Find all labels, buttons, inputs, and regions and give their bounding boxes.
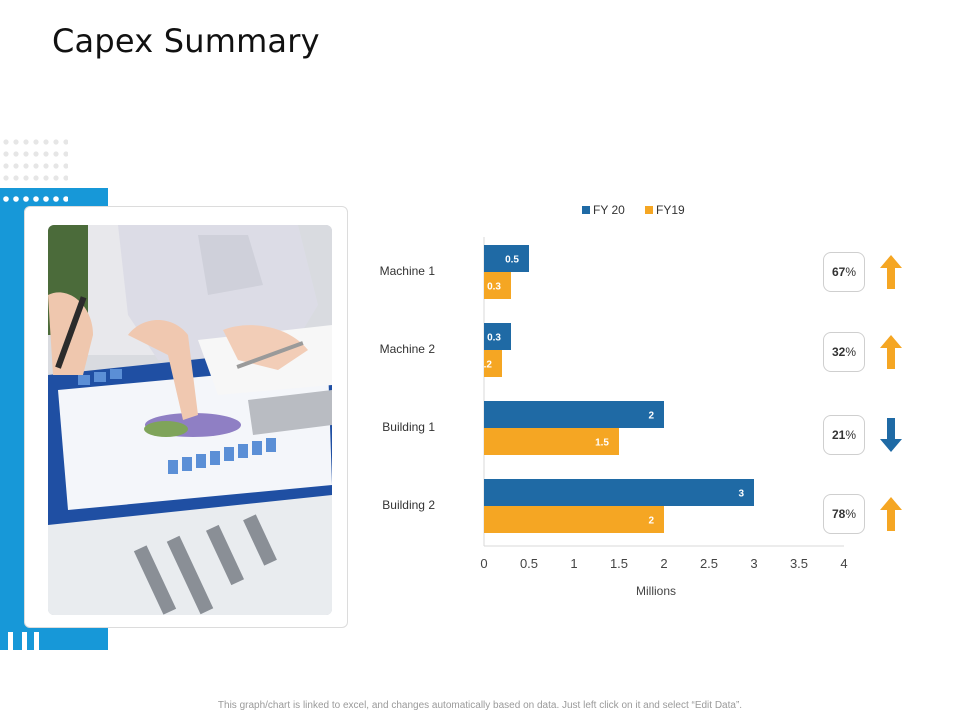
stripe-decoration [8,632,13,650]
arrow-down-icon [880,418,902,452]
change-unit: % [845,428,857,442]
bar [484,350,502,377]
x-tick-label: 0 [480,556,487,571]
x-tick-label: 0.5 [520,556,538,571]
x-tick-label: 4 [840,556,847,571]
change-badge: 21% [823,415,865,455]
change-badge: 32% [823,332,865,372]
x-tick-label: 2.5 [700,556,718,571]
bar [484,272,511,299]
data-label: 2 [648,411,654,422]
x-tick-label: 2 [660,556,667,571]
change-unit: % [845,345,857,359]
category-label: Machine 2 [380,342,436,356]
dot-pattern-decoration [3,139,68,181]
data-label: 0.3 [487,333,501,344]
page-title: Capex Summary [52,22,320,60]
arrow-shape [880,497,902,531]
bar [484,323,511,350]
change-badge: 78% [823,494,865,534]
capex-bar-chart: FY 20 FY19 Machine 1 Machine 2 Building 1 Bu… [380,203,848,598]
dot-row-decoration [3,196,68,202]
change-unit: % [845,507,857,521]
category-label: Building 2 [382,498,435,512]
footnote: This graph/chart is linked to excel, and… [217,700,743,711]
stripe-decoration [34,632,39,650]
legend-label: FY19 [656,203,685,217]
data-label: 0.2 [478,360,492,371]
x-tick-label: 1.5 [610,556,628,571]
bar [484,428,619,455]
data-label: 0.3 [487,282,501,293]
change-badge: 67% [823,252,865,292]
change-value: 67 [831,265,846,279]
legend-swatch [645,206,653,214]
x-tick-label: 3 [750,556,757,571]
arrow-shape [880,335,902,369]
legend-swatch [582,206,590,214]
change-unit: % [845,265,857,279]
arrow-up-icon [880,335,902,369]
change-value: 78 [831,507,846,521]
data-label: 2 [648,516,654,527]
arrow-shape [880,418,902,452]
data-label: 0.5 [505,255,519,266]
category-label: Building 1 [382,420,435,434]
x-tick-label: 3.5 [790,556,808,571]
legend-label: FY 20 [593,203,625,217]
bar [484,401,664,428]
bar [484,479,754,506]
x-axis-label: Millions [636,584,676,598]
stripe-decoration [22,632,27,650]
arrow-up-icon [880,497,902,531]
bar [484,245,529,272]
bar [484,506,664,533]
data-label: 1.5 [595,438,609,449]
x-tick-label: 1 [570,556,577,571]
data-label: 3 [738,489,744,500]
business-meeting-photo [48,225,332,615]
change-value: 32 [831,345,846,359]
arrow-up-icon [880,255,902,289]
change-value: 21 [831,428,846,442]
arrow-shape [880,255,902,289]
category-label: Machine 1 [380,264,436,278]
